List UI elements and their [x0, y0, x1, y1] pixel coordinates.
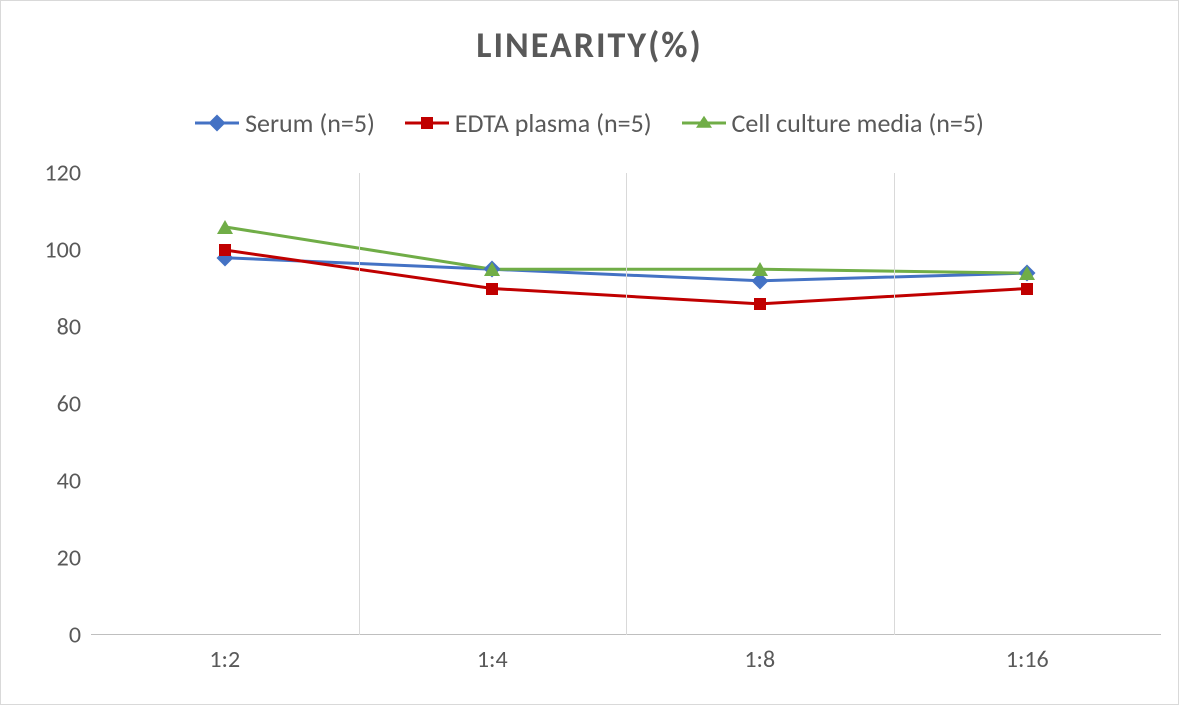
data-marker	[484, 262, 500, 276]
data-marker	[219, 244, 231, 256]
gridline	[626, 173, 627, 635]
gridline	[894, 173, 895, 635]
x-tick-label: 1:2	[209, 635, 240, 674]
data-marker	[754, 298, 766, 310]
chart-legend: Serum (n=5) EDTA plasma (n=5) Cell cultu…	[1, 107, 1178, 140]
data-marker	[1019, 266, 1035, 280]
x-tick-label: 1:16	[1006, 635, 1049, 674]
y-tick-label: 0	[69, 621, 91, 650]
triangle-icon	[696, 116, 712, 128]
y-tick-label: 80	[57, 313, 91, 342]
legend-glyph-ccm	[682, 113, 726, 133]
data-marker	[486, 283, 498, 295]
legend-item-serum: Serum (n=5)	[195, 107, 375, 139]
data-marker	[752, 262, 768, 276]
data-marker	[217, 220, 233, 234]
y-tick-label: 20	[57, 544, 91, 573]
legend-glyph-serum	[195, 113, 239, 133]
x-tick-label: 1:4	[477, 635, 508, 674]
gridline	[359, 173, 360, 635]
y-tick-label: 100	[45, 236, 92, 265]
x-tick-label: 1:8	[744, 635, 775, 674]
diamond-icon	[209, 115, 226, 132]
plot-area: 0204060801001201:21:41:81:16	[91, 173, 1161, 635]
legend-glyph-edta	[405, 113, 449, 133]
legend-label-serum: Serum (n=5)	[245, 107, 375, 139]
legend-item-edta: EDTA plasma (n=5)	[405, 107, 652, 139]
legend-label-edta: EDTA plasma (n=5)	[455, 107, 652, 139]
data-marker	[1021, 283, 1033, 295]
legend-item-ccm: Cell culture media (n=5)	[682, 107, 984, 139]
y-tick-label: 60	[57, 390, 91, 419]
y-tick-label: 40	[57, 467, 91, 496]
linearity-chart: LINEARITY(%) Serum (n=5) EDTA plasma (n=…	[0, 0, 1179, 705]
square-icon	[421, 117, 433, 129]
chart-title: LINEARITY(%)	[1, 23, 1178, 67]
y-tick-label: 120	[45, 159, 92, 188]
legend-label-ccm: Cell culture media (n=5)	[732, 107, 984, 139]
